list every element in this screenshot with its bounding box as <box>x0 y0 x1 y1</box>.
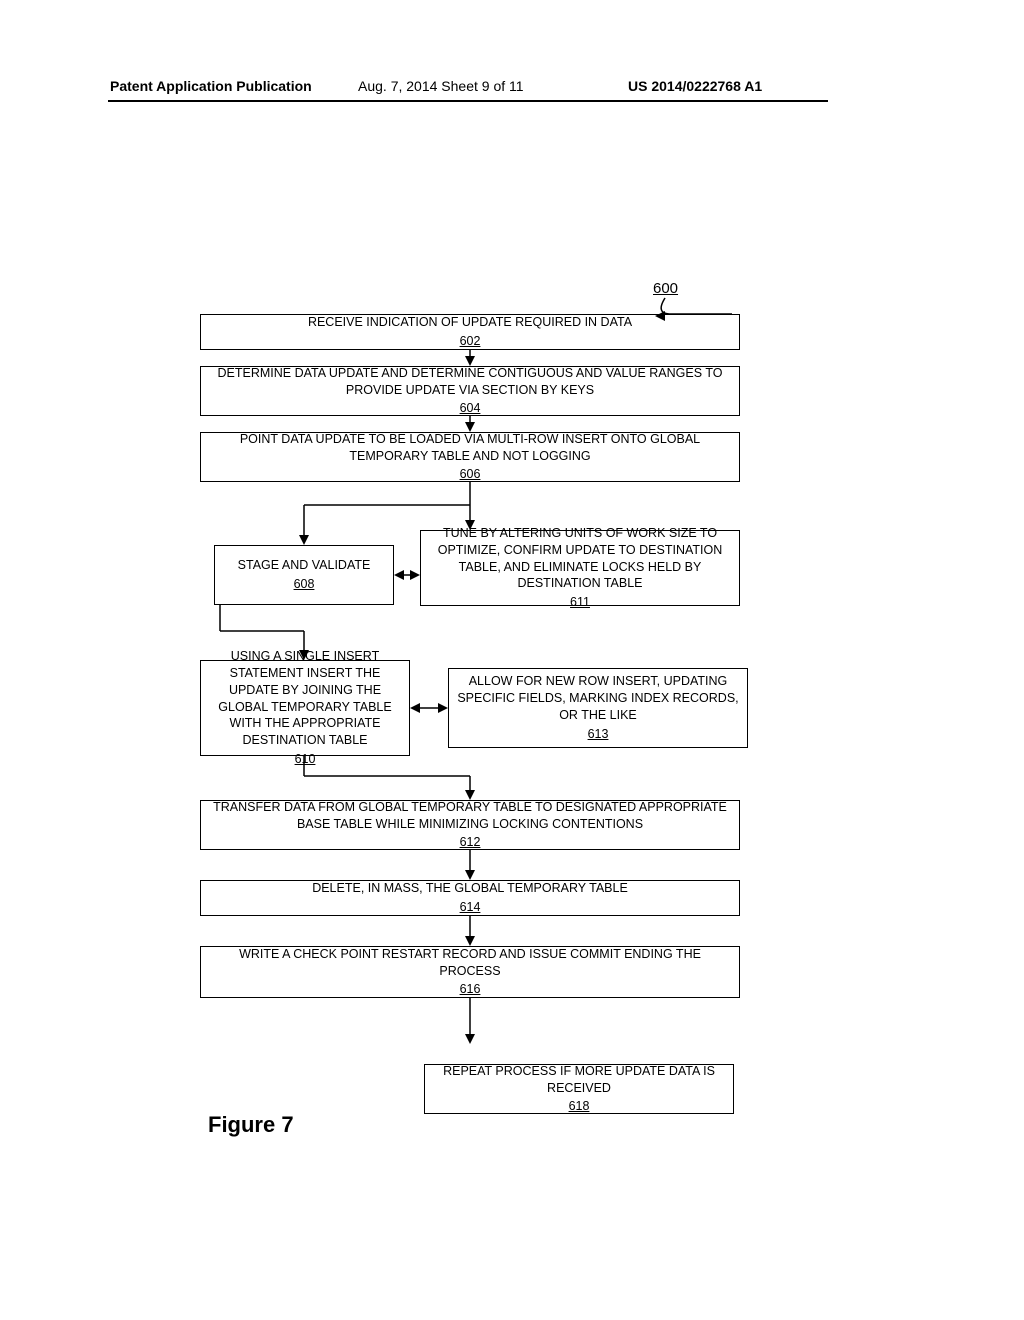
box-618: REPEAT PROCESS IF MORE UPDATE DATA IS RE… <box>424 1064 734 1114</box>
reference-number: 600 <box>653 280 678 297</box>
box-616-num: 616 <box>460 981 481 998</box>
box-614-text: DELETE, IN MASS, THE GLOBAL TEMPORARY TA… <box>312 880 628 897</box>
box-608: STAGE AND VALIDATE 608 <box>214 545 394 605</box>
box-604: DETERMINE DATA UPDATE AND DETERMINE CONT… <box>200 366 740 416</box>
header-right: US 2014/0222768 A1 <box>628 78 762 94</box>
figure-label: Figure 7 <box>208 1112 294 1138</box>
page: Patent Application Publication Aug. 7, 2… <box>0 0 1024 1320</box>
box-612: TRANSFER DATA FROM GLOBAL TEMPORARY TABL… <box>200 800 740 850</box>
box-610-num: 610 <box>295 751 316 768</box>
box-612-num: 612 <box>460 834 481 851</box>
box-613-num: 613 <box>588 726 609 743</box>
box-604-num: 604 <box>460 400 481 417</box>
box-611: TUNE BY ALTERING UNITS OF WORK SIZE TO O… <box>420 530 740 606</box>
box-611-text: TUNE BY ALTERING UNITS OF WORK SIZE TO O… <box>427 525 733 593</box>
box-610-text: USING A SINGLE INSERT STATEMENT INSERT T… <box>207 648 403 749</box>
header-rule <box>108 100 828 102</box>
box-613: ALLOW FOR NEW ROW INSERT, UPDATING SPECI… <box>448 668 748 748</box>
box-604-text: DETERMINE DATA UPDATE AND DETERMINE CONT… <box>207 365 733 399</box>
box-616-text: WRITE A CHECK POINT RESTART RECORD AND I… <box>207 946 733 980</box>
box-611-num: 611 <box>570 594 590 611</box>
header-mid: Aug. 7, 2014 Sheet 9 of 11 <box>358 78 524 94</box>
box-606-num: 606 <box>460 466 481 483</box>
box-608-text: STAGE AND VALIDATE <box>238 557 371 574</box>
box-606: POINT DATA UPDATE TO BE LOADED VIA MULTI… <box>200 432 740 482</box>
box-610: USING A SINGLE INSERT STATEMENT INSERT T… <box>200 660 410 756</box>
box-618-text: REPEAT PROCESS IF MORE UPDATE DATA IS RE… <box>431 1063 727 1097</box>
box-602-text: RECEIVE INDICATION OF UPDATE REQUIRED IN… <box>308 314 632 331</box>
header-left: Patent Application Publication <box>110 78 312 94</box>
box-618-num: 618 <box>569 1098 590 1115</box>
box-616: WRITE A CHECK POINT RESTART RECORD AND I… <box>200 946 740 998</box>
box-608-num: 608 <box>294 576 315 593</box>
box-614: DELETE, IN MASS, THE GLOBAL TEMPORARY TA… <box>200 880 740 916</box>
arrows-overlay <box>0 0 1024 1320</box>
box-612-text: TRANSFER DATA FROM GLOBAL TEMPORARY TABL… <box>207 799 733 833</box>
box-602: RECEIVE INDICATION OF UPDATE REQUIRED IN… <box>200 314 740 350</box>
box-614-num: 614 <box>460 899 481 916</box>
box-606-text: POINT DATA UPDATE TO BE LOADED VIA MULTI… <box>207 431 733 465</box>
box-602-num: 602 <box>460 333 481 350</box>
box-613-text: ALLOW FOR NEW ROW INSERT, UPDATING SPECI… <box>455 673 741 724</box>
